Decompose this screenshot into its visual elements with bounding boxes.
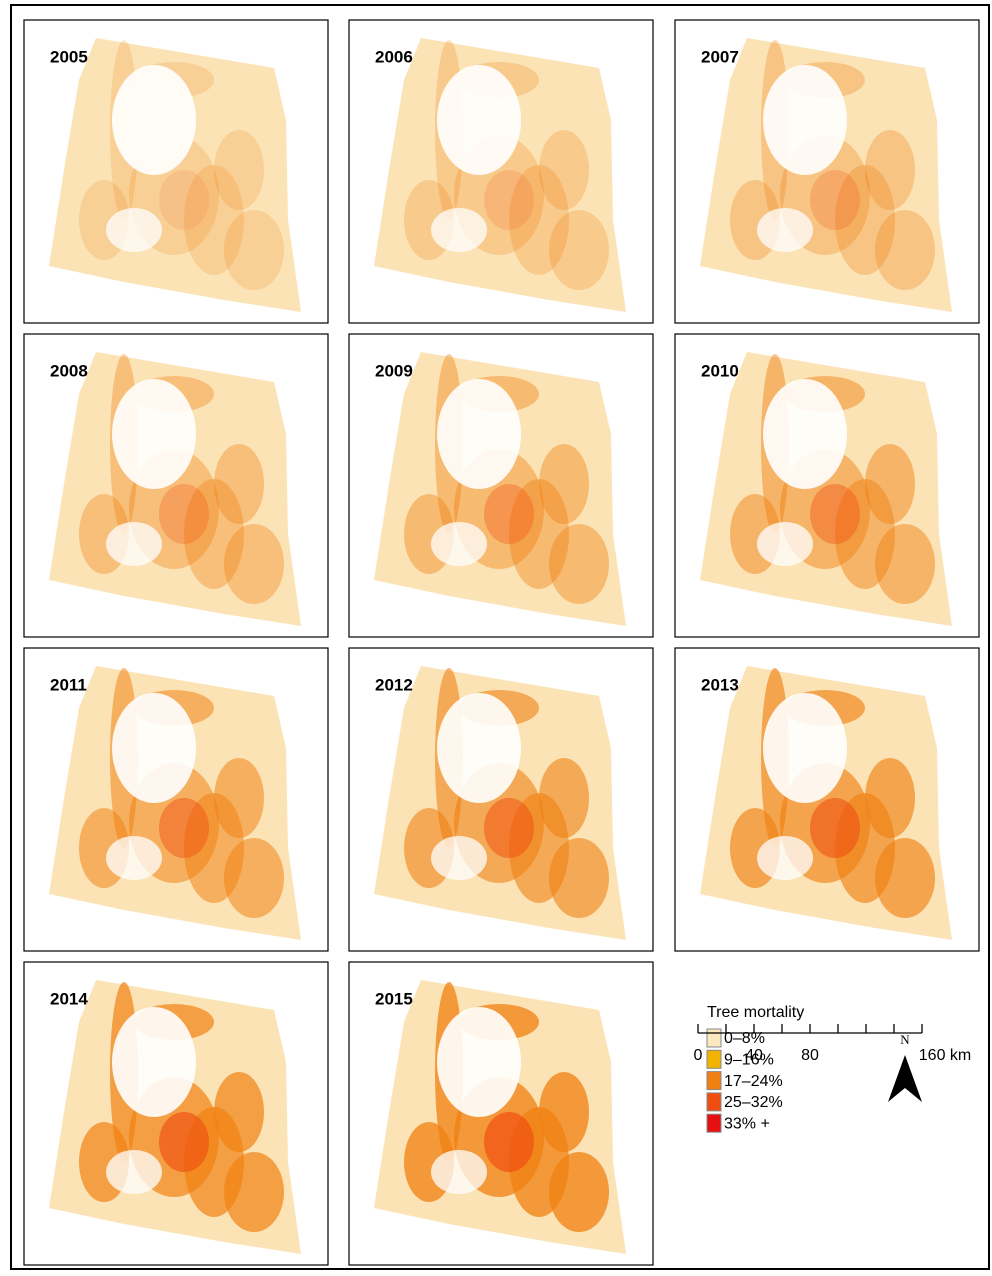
map-panel: 2008 <box>24 334 328 637</box>
mortality-area <box>865 130 915 210</box>
open-area <box>437 1007 521 1117</box>
year-label: 2006 <box>375 47 413 66</box>
year-label: 2005 <box>50 47 88 66</box>
mortality-core <box>159 484 209 544</box>
scale-label: 80 <box>801 1047 819 1064</box>
map-panel: 2012 <box>349 648 653 951</box>
mortality-area <box>224 524 284 604</box>
open-area <box>106 522 162 566</box>
open-area <box>763 693 847 803</box>
legend-label: 33% + <box>724 1115 770 1132</box>
mortality-area <box>865 758 915 838</box>
map-panel: 2005 <box>24 20 328 323</box>
mortality-core <box>159 1112 209 1172</box>
open-area <box>757 208 813 252</box>
mortality-area <box>214 758 264 838</box>
mortality-area <box>214 130 264 210</box>
mortality-area <box>539 444 589 524</box>
mortality-area <box>539 1072 589 1152</box>
open-area <box>112 1007 196 1117</box>
open-area <box>106 836 162 880</box>
legend-label: 17–24% <box>724 1073 783 1090</box>
legend-swatch <box>707 1029 721 1047</box>
year-label: 2008 <box>50 361 88 380</box>
year-label: 2011 <box>50 675 87 694</box>
scale-label: 0 <box>694 1047 703 1064</box>
mortality-core <box>810 798 860 858</box>
year-label: 2010 <box>701 361 739 380</box>
open-area <box>431 522 487 566</box>
open-area <box>431 208 487 252</box>
mortality-area <box>865 444 915 524</box>
mortality-area <box>224 1152 284 1232</box>
mortality-area <box>549 210 609 290</box>
legend-swatch <box>707 1050 721 1068</box>
legend-label: 25–32% <box>724 1094 783 1111</box>
map-panel: 2013 <box>675 648 979 951</box>
open-area <box>763 379 847 489</box>
mortality-area <box>539 130 589 210</box>
map-panel: 2010 <box>675 334 979 637</box>
map-panel: 2015 <box>349 962 653 1265</box>
open-area <box>106 208 162 252</box>
mortality-area <box>875 524 935 604</box>
scale-label: 40 <box>745 1047 763 1064</box>
open-area <box>106 1150 162 1194</box>
panels: 2005 2006 2007 2008 2009 2010 2011 2012 2013 2014… <box>24 20 979 1265</box>
map-panel: 2011 <box>24 648 328 951</box>
mortality-area <box>549 524 609 604</box>
mortality-core <box>484 798 534 858</box>
mortality-core <box>484 484 534 544</box>
open-area <box>757 522 813 566</box>
mortality-core <box>484 1112 534 1172</box>
mortality-area <box>875 838 935 918</box>
year-label: 2013 <box>701 675 739 694</box>
open-area <box>112 379 196 489</box>
mortality-core <box>810 170 860 230</box>
open-area <box>431 836 487 880</box>
open-area <box>437 693 521 803</box>
legend-title: Tree mortality <box>707 1004 804 1021</box>
year-label: 2015 <box>375 989 413 1008</box>
year-label: 2014 <box>50 989 88 1008</box>
mortality-area <box>214 444 264 524</box>
mortality-core <box>159 170 209 230</box>
mortality-area <box>875 210 935 290</box>
mortality-area <box>549 1152 609 1232</box>
year-label: 2012 <box>375 675 413 694</box>
north-arrow <box>888 1055 922 1102</box>
legend-swatch <box>707 1072 721 1090</box>
mortality-core <box>810 484 860 544</box>
map-panel: 2007 <box>675 20 979 323</box>
open-area <box>431 1150 487 1194</box>
legend-swatch <box>707 1093 721 1111</box>
mortality-core <box>484 170 534 230</box>
mortality-area <box>224 210 284 290</box>
open-area <box>437 379 521 489</box>
year-label: 2009 <box>375 361 413 380</box>
mortality-area <box>539 758 589 838</box>
legend-swatch <box>707 1114 721 1132</box>
figure: 2005 2006 2007 2008 2009 2010 2011 2012 2013 2014… <box>0 0 992 1271</box>
map-panel: 2009 <box>349 334 653 637</box>
mortality-area <box>214 1072 264 1152</box>
mortality-area <box>224 838 284 918</box>
map-panel: 2014 <box>24 962 328 1265</box>
open-area <box>112 65 196 175</box>
open-area <box>437 65 521 175</box>
open-area <box>763 65 847 175</box>
open-area <box>757 836 813 880</box>
legend: 0–8%9–16%17–24%25–32%33% + <box>707 1029 783 1132</box>
mortality-area <box>549 838 609 918</box>
year-label: 2007 <box>701 47 739 66</box>
scale-label: 160 km <box>919 1047 971 1064</box>
open-area <box>112 693 196 803</box>
north-label: N <box>900 1032 910 1047</box>
mortality-core <box>159 798 209 858</box>
map-panel: 2006 <box>349 20 653 323</box>
